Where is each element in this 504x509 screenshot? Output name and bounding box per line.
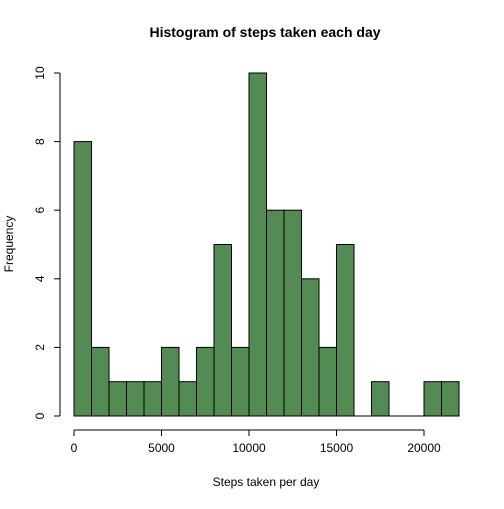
x-tick-label: 10000 [232,441,266,455]
y-tick-label: 4 [33,275,47,282]
x-tick-label: 0 [71,441,78,455]
histogram-bar [283,209,302,417]
y-axis: 0 2 4 6 8 10 [33,66,61,419]
x-tick-label: 20000 [407,441,441,455]
histogram-bar [266,209,285,417]
histogram-bar [161,346,180,417]
x-axis: 0 5000 10000 15000 20000 [71,429,441,455]
histogram-bar [423,381,442,417]
histogram-bar [336,244,355,417]
histogram-bar [213,244,232,417]
x-tick-label: 15000 [320,441,354,455]
y-tick-label: 2 [33,344,47,351]
histogram-bar [196,346,215,417]
y-tick-label: 8 [33,138,47,145]
histogram-bar [441,381,460,417]
histogram-bar [126,381,145,417]
histogram-bar [301,278,320,417]
y-tick-label: 6 [33,207,47,214]
bars-group [73,72,460,417]
histogram-bar [231,346,250,417]
histogram-bar [178,381,197,417]
histogram-bar [143,381,162,417]
histogram-bar [91,346,110,417]
y-tick-label: 10 [33,66,47,80]
histogram-bar [371,381,390,417]
histogram-bar [73,141,92,417]
histogram-bar [248,72,267,417]
histogram-bar [318,346,337,417]
x-tick-label: 5000 [148,441,175,455]
histogram-bar [108,381,127,417]
y-tick-label: 0 [33,412,47,419]
x-axis-label: Steps taken per day [213,475,320,489]
y-axis-label: Frequency [2,216,16,273]
chart-title: Histogram of steps taken each day [149,24,380,40]
